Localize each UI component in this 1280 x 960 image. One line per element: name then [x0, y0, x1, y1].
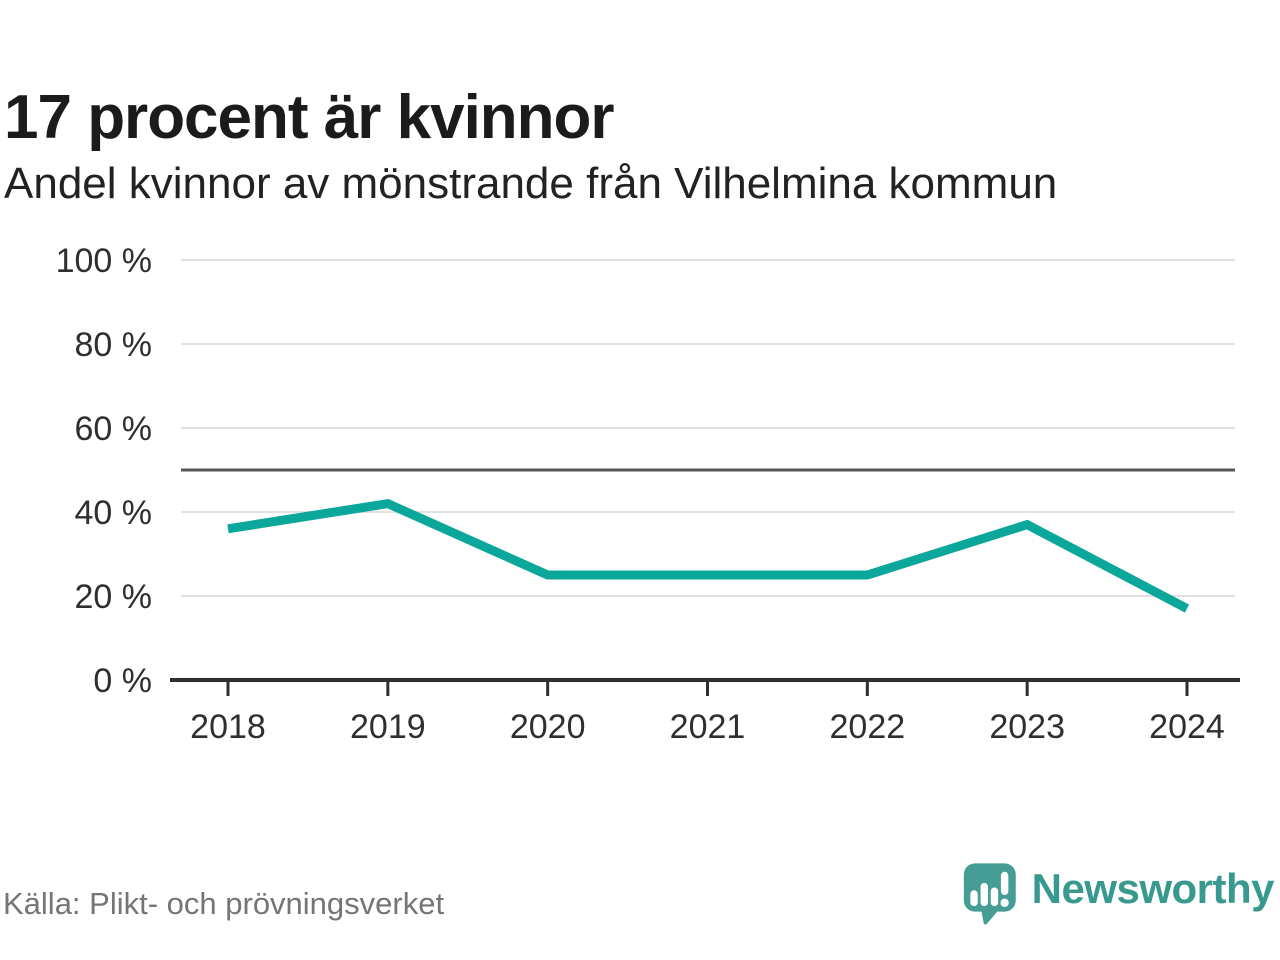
- source-caption: Källa: Plikt- och prövningsverket: [3, 886, 445, 921]
- newsworthy-logo: Newsworthy: [962, 858, 1275, 930]
- x-axis-label: 2023: [989, 708, 1065, 746]
- y-axis-label: 60 %: [75, 410, 153, 448]
- x-axis-label: 2024: [1149, 708, 1225, 746]
- x-axis-label: 2021: [670, 708, 746, 746]
- x-axis-label: 2018: [190, 708, 266, 746]
- x-axis-label: 2022: [830, 708, 906, 746]
- y-axis-label: 0 %: [93, 662, 152, 700]
- y-axis-label: 100 %: [56, 242, 152, 280]
- x-axis-label: 2020: [510, 708, 586, 746]
- y-axis-label: 80 %: [75, 326, 153, 364]
- newsworthy-wordmark: Newsworthy: [1031, 865, 1275, 912]
- y-axis-label: 20 %: [75, 578, 153, 616]
- chart-title: 17 procent är kvinnor: [4, 82, 615, 152]
- newsworthy-icon: [963, 863, 1016, 925]
- chart-subtitle: Andel kvinnor av mönstrande från Vilhelm…: [4, 159, 1058, 208]
- data-series-line: [227, 498, 1190, 613]
- y-axis-label: 40 %: [75, 494, 153, 532]
- x-axis-label: 2019: [350, 708, 426, 746]
